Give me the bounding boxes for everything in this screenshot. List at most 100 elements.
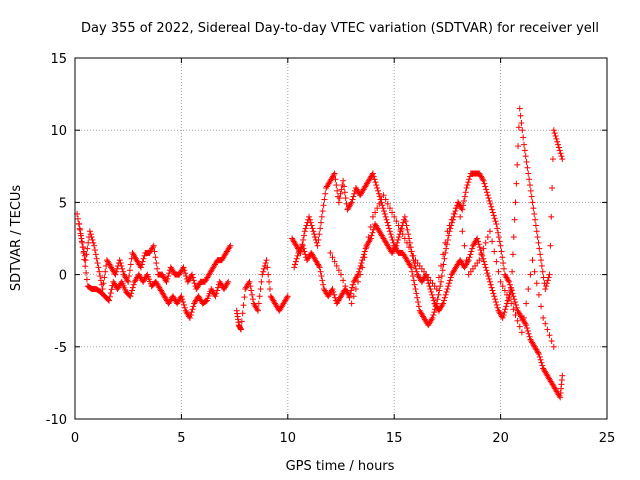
- data-point-track-f: [369, 213, 376, 220]
- data-point-track-d-interp: [320, 202, 327, 209]
- data-point-track-d-interp: [536, 353, 543, 360]
- data-point-track-e-interp: [426, 283, 433, 290]
- data-point-track-d-interp: [483, 189, 490, 196]
- data-point-track-e-interp: [480, 255, 487, 262]
- data-point-track-c-interp: [248, 287, 255, 294]
- data-point-track-f-interp: [523, 300, 530, 307]
- data-point-track-f-interp: [482, 239, 489, 246]
- data-point-track-b: [106, 297, 113, 304]
- data-point-track-e-interp: [557, 150, 564, 157]
- data-point-track-a-interp: [140, 255, 147, 262]
- data-point-track-a-interp: [191, 280, 198, 287]
- data-point-track-b-interp: [181, 304, 188, 311]
- data-point-track-d-interp: [306, 216, 313, 223]
- data-point-track-a-interp: [97, 273, 104, 280]
- data-point-track-e-interp: [551, 130, 558, 137]
- data-point-track-c: [255, 307, 262, 314]
- data-point-track-d: [523, 322, 530, 329]
- data-point-track-f-interp: [510, 306, 517, 313]
- data-point-track-f: [380, 192, 387, 199]
- data-point-track-b-interp: [77, 232, 84, 239]
- data-point-track-e-interp: [464, 258, 471, 265]
- data-point-track-f-interp: [395, 222, 402, 229]
- data-point-track-f-interp: [372, 209, 379, 216]
- data-point-track-e-interp: [492, 296, 499, 303]
- data-point-track-e-interp: [521, 147, 528, 154]
- data-point-track-a-interp: [138, 261, 145, 268]
- data-point-track-e-interp: [515, 124, 522, 131]
- data-point-track-a-interp: [85, 239, 92, 246]
- data-point-track-e-interp: [292, 261, 299, 268]
- data-point-track-f: [529, 257, 536, 264]
- data-point-track-e-interp: [468, 248, 475, 255]
- data-point-track-f-interp: [501, 287, 508, 294]
- data-point-track-c: [237, 326, 244, 333]
- data-point-track-d-interp: [496, 238, 503, 245]
- data-point-track-a-interp: [165, 273, 172, 280]
- data-point-track-e-interp: [504, 297, 511, 304]
- data-point-track-b-interp: [179, 296, 186, 303]
- data-point-track-b-interp: [129, 284, 136, 291]
- data-point-track-e-interp: [502, 306, 509, 313]
- data-point-track-f-interp: [350, 293, 357, 300]
- data-point-track-b: [76, 221, 83, 228]
- data-point-track-e-interp: [370, 226, 377, 233]
- data-point-track-a-interp: [164, 275, 171, 282]
- data-point-track-d: [374, 184, 381, 191]
- data-point-track-d-interp: [494, 225, 501, 232]
- data-point-track-b: [127, 293, 134, 300]
- data-point-track-c-interp: [247, 283, 254, 290]
- data-point-track-d-interp: [340, 183, 347, 190]
- data-point-track-e-interp: [349, 284, 356, 291]
- data-point-track-f-interp: [535, 291, 542, 298]
- data-point-track-a-interp: [94, 260, 101, 267]
- data-point-track-a-interp: [152, 254, 159, 261]
- data-point-track-d-interp: [523, 325, 530, 332]
- data-point-track-e-interp: [528, 193, 535, 200]
- data-point-track-e-interp: [442, 291, 449, 298]
- data-point-track-e-interp: [549, 156, 556, 163]
- data-point-track-d-interp: [495, 234, 502, 241]
- data-point-track-e: [538, 257, 545, 264]
- data-point-track-d-interp: [337, 190, 344, 197]
- data-point-track-c-interp: [239, 310, 246, 317]
- data-point-track-e-interp: [369, 229, 376, 236]
- data-point-track-c-interp: [260, 265, 267, 272]
- data-point-track-a-interp: [119, 265, 126, 272]
- data-point-track-e-interp: [361, 248, 368, 255]
- data-point-track-d-interp: [434, 296, 441, 303]
- data-point-track-b-interp: [180, 301, 187, 308]
- data-point-track-a-interp: [181, 267, 188, 274]
- data-point-track-d-interp: [372, 179, 379, 186]
- data-point-track-b-interp: [81, 256, 88, 263]
- data-point-track-e-interp: [330, 288, 337, 295]
- data-point-track-e-interp: [538, 262, 545, 269]
- data-point-track-d-interp: [538, 359, 545, 366]
- data-point-track-e-interp: [509, 268, 516, 275]
- data-point-track-d-interp: [435, 291, 442, 298]
- data-point-track-f-interp: [389, 209, 396, 216]
- data-point-track-e-interp: [524, 164, 531, 171]
- data-point-track-a: [189, 271, 196, 278]
- data-point-track-e-interp: [486, 275, 493, 282]
- data-point-track-e: [512, 199, 519, 206]
- data-point-track-e-interp: [412, 265, 419, 272]
- data-point-track-f: [455, 199, 462, 206]
- data-point-track-c-interp: [238, 318, 245, 325]
- data-point-track-e-interp: [429, 291, 436, 298]
- data-point-track-e: [529, 199, 536, 206]
- data-point-track-d-interp: [300, 232, 307, 239]
- data-point-track-f: [518, 329, 525, 336]
- plot-frame: [74, 57, 608, 420]
- data-point-track-a-interp: [92, 247, 99, 254]
- data-point-track-d-interp: [556, 392, 563, 399]
- data-point-track-d-interp: [415, 299, 422, 306]
- data-point-track-d-interp: [505, 277, 512, 284]
- data-point-track-c-interp: [265, 271, 272, 278]
- data-point-track-c: [284, 293, 291, 300]
- data-point-track-c-interp: [254, 306, 261, 313]
- data-point-track-e-interp: [523, 158, 530, 165]
- data-point-track-d-interp: [428, 316, 435, 323]
- data-point-track-d-interp: [381, 210, 388, 217]
- data-point-track-a-interp: [151, 248, 158, 255]
